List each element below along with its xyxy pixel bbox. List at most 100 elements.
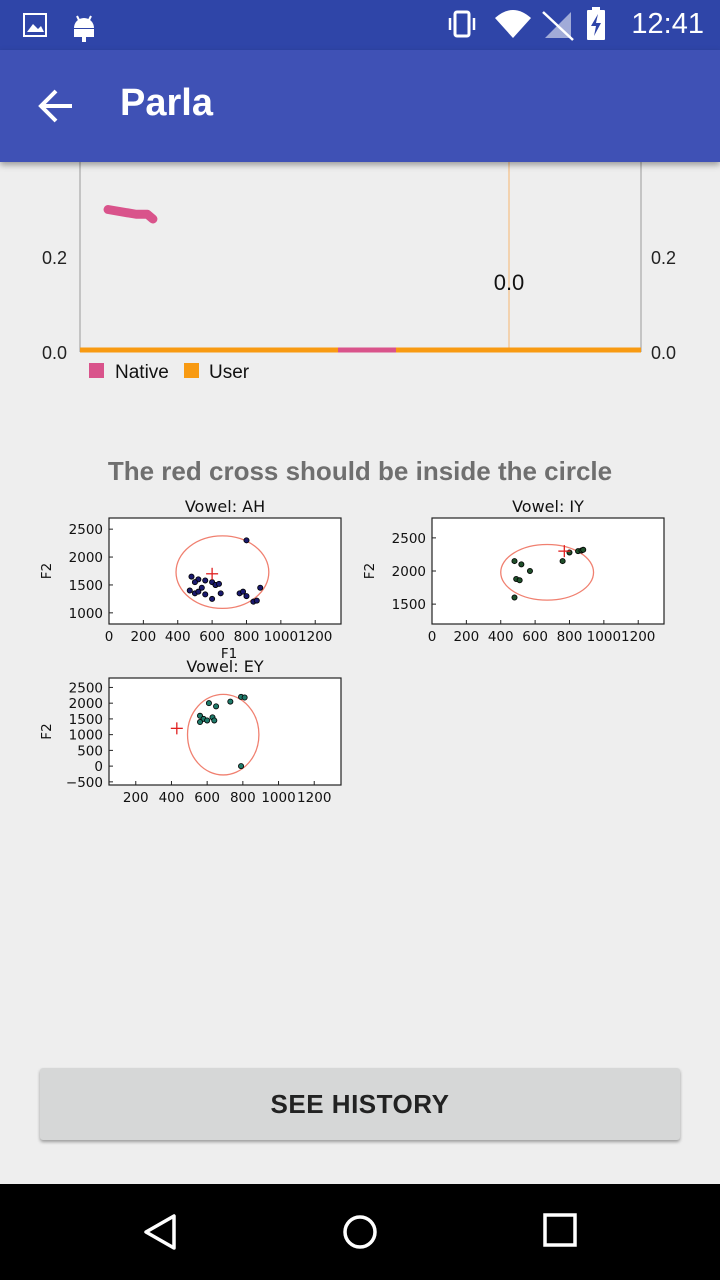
vowel-title: Vowel: IY — [512, 497, 584, 516]
data-point — [211, 717, 218, 724]
battery-charging-icon — [587, 7, 606, 40]
x-tick-label: 800 — [234, 629, 260, 645]
data-point — [243, 537, 250, 544]
data-point — [511, 594, 518, 601]
legend-label-user: User — [209, 362, 250, 383]
target-ellipse — [500, 543, 595, 601]
home-circle-icon[interactable] — [340, 1212, 380, 1252]
y-tick-label: −500 — [66, 775, 103, 791]
x-tick-label: 1200 — [298, 629, 332, 645]
red-cross-marker — [558, 545, 571, 558]
image-icon — [23, 13, 47, 37]
data-point — [191, 579, 198, 586]
navigation-bar — [0, 1184, 720, 1280]
data-point — [186, 587, 193, 594]
x-tick-label: 800 — [557, 629, 583, 645]
data-point — [198, 584, 205, 591]
data-point — [204, 717, 211, 724]
vowel-title: Vowel: AH — [185, 497, 265, 516]
x-tick-label: 600 — [194, 790, 220, 806]
chart-annotation: 0.0 — [494, 270, 525, 295]
y-tick-label: 0 — [94, 759, 103, 775]
x-axis-label: F1 — [221, 646, 237, 662]
instruction-text: The red cross should be inside the circl… — [107, 456, 613, 486]
plot-area — [108, 677, 342, 786]
data-point — [240, 588, 247, 595]
data-point — [238, 763, 245, 770]
data-point — [241, 694, 248, 701]
y-tick-label: 2500 — [69, 522, 103, 538]
x-tick-label: 1000 — [264, 629, 298, 645]
main-content[interactable]: 0.0 0.2 0.0 0.2 0.0 Native User The red cross … — [0, 162, 720, 1184]
y-tick-label: 500 — [77, 743, 103, 759]
data-point — [257, 584, 264, 591]
vowel-charts: Vowel: AH0 200 400 600 800 1000 12001000150020… — [39, 497, 665, 806]
vowel-title: Vowel: EY — [186, 657, 263, 676]
recents-square-icon[interactable] — [542, 1212, 578, 1248]
y-tick-right: 0.0 — [651, 343, 676, 363]
x-tick-label: 400 — [488, 629, 514, 645]
x-tick-label: 0 — [428, 629, 437, 645]
x-tick-label: 400 — [165, 629, 191, 645]
legend-swatch-user — [184, 363, 199, 378]
x-tick-label: 600 — [199, 629, 225, 645]
red-cross-marker — [170, 722, 183, 735]
legend-label-native: Native — [115, 362, 169, 383]
y-tick-left: 0.2 — [42, 248, 67, 268]
data-point — [215, 580, 222, 587]
data-point — [559, 558, 566, 565]
series-native — [103, 205, 158, 224]
data-point — [243, 593, 250, 600]
data-point — [195, 588, 202, 595]
x-tick-label: 600 — [522, 629, 548, 645]
y-axis-label: F2 — [39, 723, 55, 739]
y-tick-right: 0.2 — [651, 248, 676, 268]
y-tick-label: 1000 — [69, 728, 103, 744]
no-sim-icon — [542, 11, 575, 41]
x-tick-label: 1000 — [261, 790, 295, 806]
data-point — [202, 577, 209, 584]
y-tick-left: 0.0 — [42, 343, 67, 363]
data-point — [197, 719, 204, 726]
data-point — [188, 573, 195, 580]
page-title: Parla — [120, 82, 213, 124]
data-point — [580, 546, 587, 553]
y-tick-label: 1500 — [392, 597, 426, 613]
x-tick-label: 200 — [123, 790, 149, 806]
data-point — [213, 703, 220, 710]
x-tick-label: 200 — [130, 629, 156, 645]
y-tick-label: 2500 — [69, 680, 103, 696]
plot-area — [431, 517, 665, 625]
see-history-button[interactable]: SEE HISTORY — [40, 1068, 680, 1140]
y-tick-label: 2000 — [392, 564, 426, 580]
y-tick-label: 2500 — [392, 531, 426, 547]
pitch-comparison-chart: 0.0 0.2 0.0 0.2 0.0 Native User — [42, 162, 676, 383]
legend-swatch-native — [89, 363, 104, 378]
data-point — [205, 700, 212, 707]
back-triangle-icon[interactable] — [140, 1212, 180, 1252]
data-point — [526, 568, 533, 575]
data-point — [202, 591, 209, 598]
x-tick-label: 1200 — [621, 629, 655, 645]
y-tick-label: 1000 — [69, 606, 103, 622]
y-axis-label: F2 — [362, 563, 378, 579]
android-icon — [74, 15, 94, 42]
status-bar: 12:41 — [0, 0, 720, 50]
y-tick-label: 1500 — [69, 578, 103, 594]
x-tick-label: 1200 — [297, 790, 331, 806]
x-tick-label: 400 — [159, 790, 185, 806]
arrow-back-icon[interactable] — [36, 86, 76, 126]
x-tick-label: 0 — [105, 629, 114, 645]
target-ellipse — [175, 535, 270, 610]
data-point — [227, 698, 234, 705]
data-point — [209, 595, 216, 602]
app-bar: Parla — [0, 50, 720, 162]
status-right-icons: 12:41 — [447, 4, 704, 44]
data-point — [511, 558, 518, 565]
vowel-chart-ah: Vowel: AH0 200 400 600 800 1000 12001000150020… — [39, 497, 342, 662]
vowel-chart-iy: Vowel: IY 0 200 400 600 800 1000 1200 1500 2000 25… — [362, 497, 665, 645]
x-tick-label: 200 — [453, 629, 479, 645]
y-axis-label: F2 — [39, 563, 55, 579]
wifi-icon — [495, 10, 532, 38]
